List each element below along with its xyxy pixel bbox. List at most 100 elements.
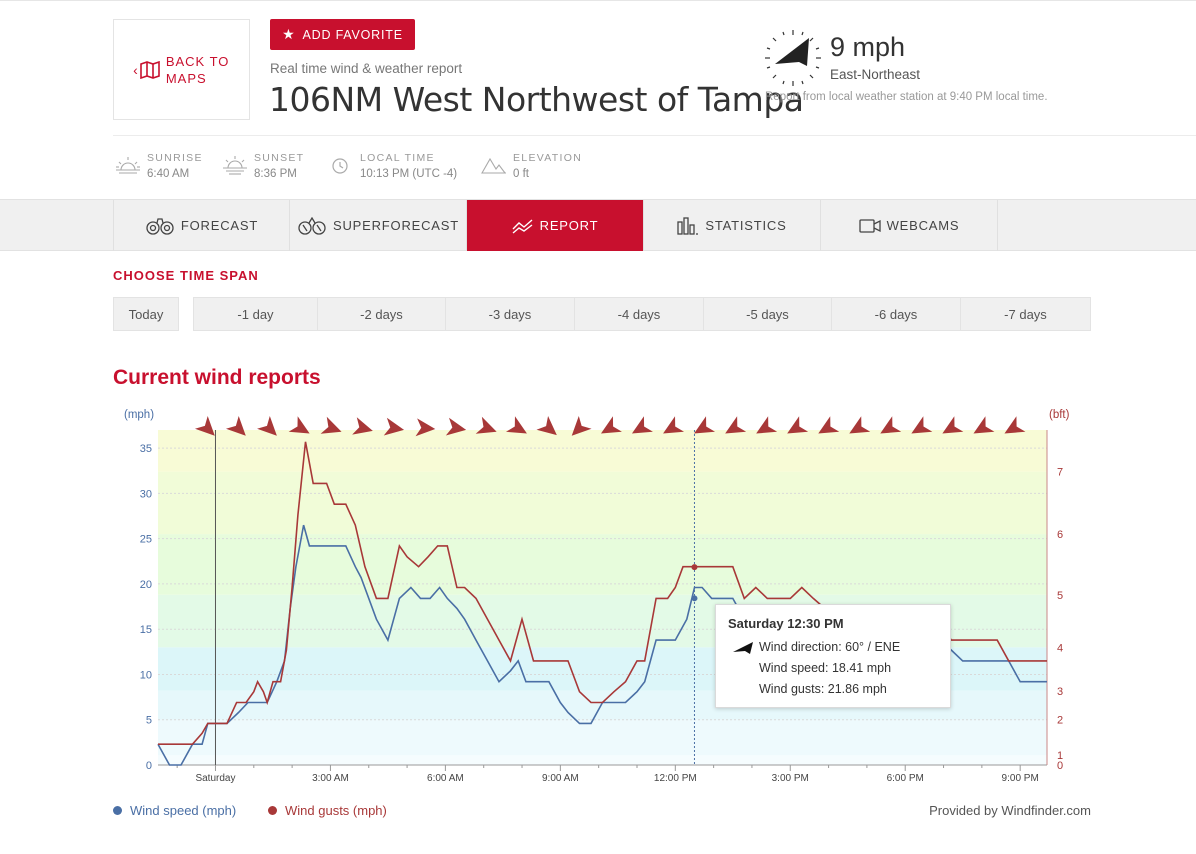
sunrise-info: SUNRISE 6:40 AM bbox=[115, 151, 203, 183]
wind-arrow bbox=[505, 416, 527, 434]
wind-arrow bbox=[600, 416, 622, 434]
wind-arrow-shape bbox=[787, 416, 809, 434]
tooltip-direction: Wind direction: 60° / ENE bbox=[759, 640, 901, 654]
beaufort-band-6 bbox=[158, 471, 1047, 535]
wind-arrow bbox=[725, 416, 747, 434]
line-chart-icon bbox=[512, 218, 533, 234]
tab-superforecast[interactable]: SUPERFORECAST bbox=[290, 200, 467, 251]
timespan-4-days-button[interactable]: -4 days bbox=[574, 297, 704, 331]
nav-tabs: FORECAST SUPERFORECAST REPORT STATISTICS… bbox=[0, 199, 1196, 251]
chart-tooltip: Saturday 12:30 PM Wind direction: 60° / … bbox=[715, 604, 951, 708]
wind-arrow bbox=[694, 416, 716, 434]
y-tick-right: 3 bbox=[1057, 686, 1063, 698]
sunset-icon bbox=[223, 156, 247, 175]
mountain-icon bbox=[481, 157, 507, 174]
wind-arrow-shape bbox=[694, 416, 716, 434]
y-tick-right: 7 bbox=[1057, 467, 1063, 479]
page-title: 106NM West Northwest of Tampa bbox=[269, 80, 804, 119]
sunset-label: SUNSET bbox=[254, 152, 305, 164]
timespan-1-day-button[interactable]: -1 day bbox=[193, 297, 318, 331]
bar-chart-icon bbox=[677, 216, 699, 235]
elevation-label: ELEVATION bbox=[513, 152, 583, 164]
beaufort-band-5 bbox=[158, 534, 1047, 595]
y-unit-left: (mph) bbox=[124, 409, 154, 421]
wind-arrow-shape bbox=[194, 415, 215, 436]
wind-arrow bbox=[880, 416, 902, 434]
wind-arrow bbox=[756, 416, 778, 434]
wind-arrow-shape bbox=[475, 416, 497, 434]
wind-arrow bbox=[911, 416, 933, 434]
y-tick-left: 35 bbox=[140, 443, 152, 455]
x-tick-label: Saturday bbox=[195, 773, 235, 784]
x-tick-label: 9:00 PM bbox=[1002, 773, 1039, 784]
y-tick-left: 25 bbox=[140, 534, 152, 546]
current-wind-speed: 9 mph bbox=[830, 32, 906, 62]
timespan-2-days-button[interactable]: -2 days bbox=[317, 297, 446, 331]
y-unit-right: (bft) bbox=[1049, 409, 1070, 421]
back-to-maps-button[interactable]: ‹ BACK TO MAPS bbox=[113, 19, 250, 120]
x-tick-label: 9:00 AM bbox=[542, 773, 579, 784]
wind-arrow bbox=[942, 416, 964, 434]
sunrise-value: 6:40 AM bbox=[147, 168, 190, 180]
wind-arrow-shape bbox=[1004, 416, 1026, 434]
elevation-info: ELEVATION 0 ft bbox=[481, 151, 582, 183]
legend-gusts-label: Wind gusts (mph) bbox=[285, 803, 387, 818]
wind-arrow bbox=[787, 416, 809, 434]
tab-report[interactable]: REPORT bbox=[467, 200, 644, 251]
report-note: Report from local weather station at 9:4… bbox=[765, 91, 1048, 103]
wind-arrow-shape bbox=[505, 416, 527, 434]
legend-gusts[interactable]: Wind gusts (mph) bbox=[268, 803, 387, 818]
binoculars-icon bbox=[146, 217, 174, 235]
x-tick-label: 3:00 PM bbox=[772, 773, 809, 784]
wind-arrow-shape bbox=[288, 416, 310, 434]
sunrise-icon bbox=[116, 157, 140, 174]
tooltip-gusts: Wind gusts: 21.86 mph bbox=[759, 682, 887, 696]
wind-arrow bbox=[445, 417, 467, 436]
y-tick-left: 0 bbox=[146, 760, 152, 772]
tooltip-direction-row: Wind direction: 60° / ENE bbox=[728, 637, 938, 658]
legend-speed-label: Wind speed (mph) bbox=[130, 803, 237, 818]
add-favorite-button[interactable]: ★ ADD FAVORITE bbox=[270, 19, 415, 50]
timespan-3-days-button[interactable]: -3 days bbox=[445, 297, 575, 331]
wind-arrow-shape bbox=[942, 416, 964, 434]
tab-superforecast-label: SUPERFORECAST bbox=[333, 218, 459, 233]
timespan-today-button[interactable]: Today bbox=[113, 297, 179, 331]
page-subtitle: Real time wind & weather report bbox=[270, 61, 463, 76]
back-to-maps-label: BACK TO MAPS bbox=[165, 53, 230, 86]
timespan-7-days-button[interactable]: -7 days bbox=[960, 297, 1091, 331]
tab-statistics[interactable]: STATISTICS bbox=[644, 200, 821, 251]
wind-compass-icon bbox=[765, 30, 821, 86]
x-tick-label: 12:00 PM bbox=[654, 773, 697, 784]
wind-arrow-shape bbox=[973, 416, 995, 434]
wind-arrow bbox=[475, 416, 497, 434]
tab-statistics-label: STATISTICS bbox=[705, 218, 787, 233]
wind-arrow bbox=[818, 416, 840, 434]
y-tick-left: 30 bbox=[140, 488, 152, 500]
provided-by: Provided by Windfinder.com bbox=[929, 803, 1091, 818]
tooltip-title: Saturday 12:30 PM bbox=[728, 616, 844, 631]
local-time-label: LOCAL TIME bbox=[360, 152, 435, 164]
y-tick-right: 5 bbox=[1057, 590, 1063, 602]
wind-arrow-shape bbox=[257, 415, 277, 436]
wind-arrow-shape bbox=[880, 416, 902, 434]
timespan-5-days-button[interactable]: -5 days bbox=[703, 297, 832, 331]
timespan-6-days-button[interactable]: -6 days bbox=[831, 297, 961, 331]
x-tick-label: 6:00 AM bbox=[427, 773, 464, 784]
legend-gusts-dot bbox=[268, 806, 277, 815]
chevron-left-icon: ‹ bbox=[133, 61, 138, 78]
tab-forecast[interactable]: FORECAST bbox=[113, 200, 290, 251]
legend-speed[interactable]: Wind speed (mph) bbox=[113, 803, 236, 818]
wind-arrow bbox=[352, 417, 373, 435]
tab-forecast-label: FORECAST bbox=[180, 218, 259, 233]
wind-arrow-shape bbox=[631, 416, 653, 434]
wind-arrow-shape bbox=[383, 417, 405, 436]
tab-webcams[interactable]: WEBCAMS bbox=[821, 200, 998, 251]
map-icon bbox=[140, 60, 160, 79]
wind-arrow-shape bbox=[536, 415, 557, 436]
wind-arrow bbox=[849, 416, 871, 434]
wind-arrow bbox=[415, 418, 436, 437]
y-tick-right: 2 bbox=[1057, 715, 1063, 727]
wind-arrow bbox=[1004, 416, 1026, 434]
elevation-value: 0 ft bbox=[513, 168, 529, 180]
